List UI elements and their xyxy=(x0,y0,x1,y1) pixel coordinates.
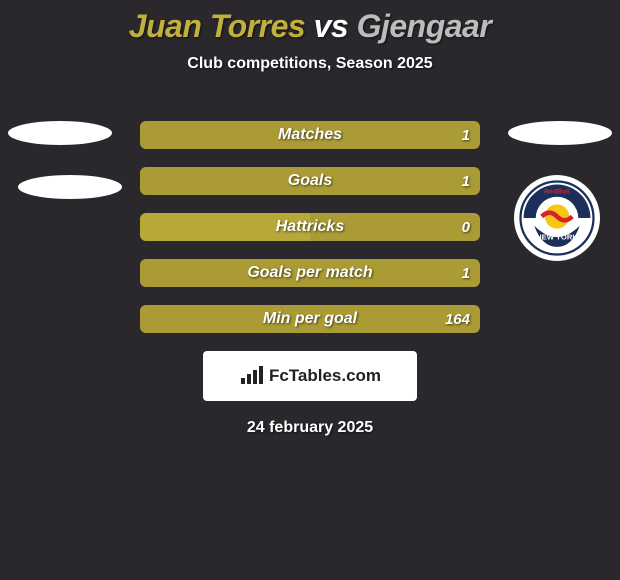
footer-date: 24 february 2025 xyxy=(0,419,620,437)
title-player1: Juan Torres xyxy=(129,8,305,44)
stat-bar-label: Goals xyxy=(140,167,480,195)
stat-bar: Goals per match1 xyxy=(140,259,480,287)
brand-badge: FcTables.com xyxy=(203,351,417,401)
redbull-newyork-icon: RedBull NEW YORK xyxy=(519,180,595,256)
stat-bar-right-value: 164 xyxy=(445,305,470,333)
subtitle: Club competitions, Season 2025 xyxy=(0,55,620,73)
brand-text: FcTables.com xyxy=(269,366,381,386)
stat-bar-label: Min per goal xyxy=(140,305,480,333)
stat-bar-right-value: 0 xyxy=(462,213,470,241)
stat-bar-right-value: 1 xyxy=(462,167,470,195)
stat-bar-right-value: 1 xyxy=(462,259,470,287)
title-vs: vs xyxy=(314,8,349,44)
player2-photo-placeholder xyxy=(508,121,612,145)
page-title: Juan Torres vs Gjengaar xyxy=(0,0,620,45)
stat-bar-label: Hattricks xyxy=(140,213,480,241)
stat-bar: Hattricks0 xyxy=(140,213,480,241)
title-player2: Gjengaar xyxy=(357,8,492,44)
stat-bar-label: Goals per match xyxy=(140,259,480,287)
player2-club-logo: RedBull NEW YORK xyxy=(514,175,600,261)
player1-photo-placeholder xyxy=(8,121,112,145)
player1-club-placeholder xyxy=(18,175,122,199)
stat-bar: Matches1 xyxy=(140,121,480,149)
svg-text:RedBull: RedBull xyxy=(544,189,570,196)
stats-area: RedBullNEW YORKMatches1Goals1Hattricks0G… xyxy=(0,121,620,333)
stat-bar: Goals1 xyxy=(140,167,480,195)
stat-bar-label: Matches xyxy=(140,121,480,149)
stat-bar-right-value: 1 xyxy=(462,121,470,149)
svg-text:NEW YORK: NEW YORK xyxy=(536,232,578,241)
stat-bar: Min per goal164 xyxy=(140,305,480,333)
bars-icon xyxy=(239,366,265,386)
